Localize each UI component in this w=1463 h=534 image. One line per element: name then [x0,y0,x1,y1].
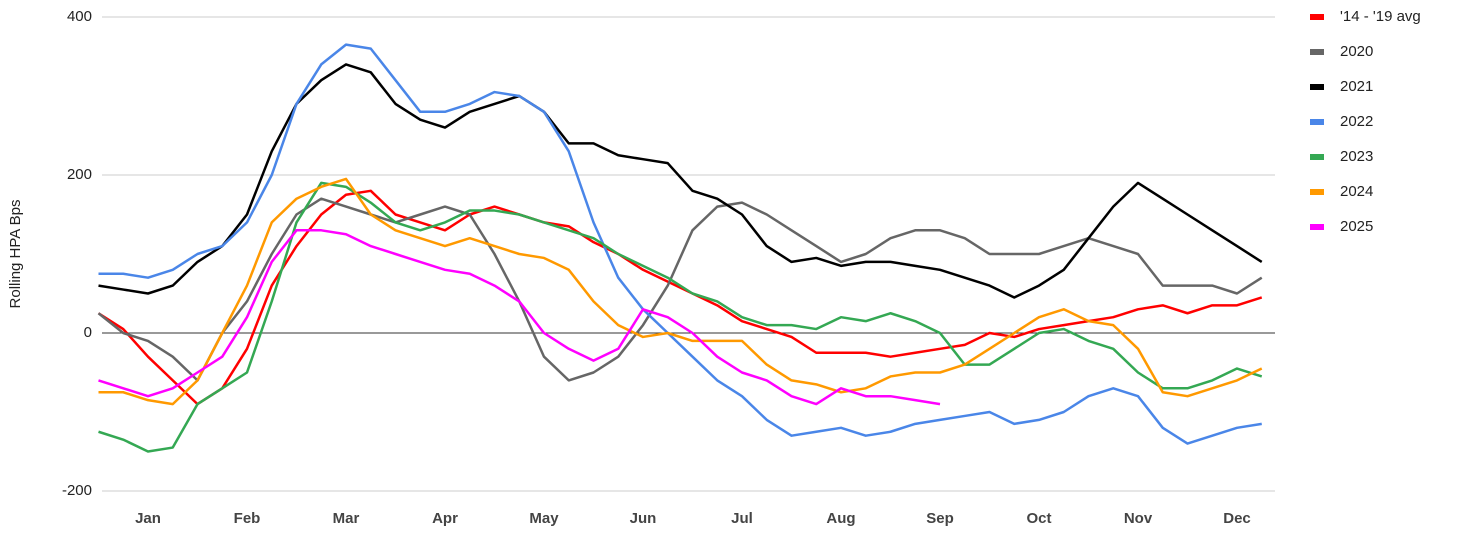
y-axis-label: Rolling HPA Bps [7,200,24,309]
y-tick-label: 200 [67,166,92,183]
x-tick-label: May [529,510,559,527]
series-line [97,197,1263,382]
legend-swatch [1310,14,1324,20]
legend-label: 2021 [1340,78,1373,95]
x-tick-label: Aug [826,510,855,527]
x-tick-label: Mar [333,510,360,527]
legend-label: 2023 [1340,148,1373,165]
series-line [98,177,1263,406]
x-tick-label: Jun [630,510,657,527]
x-tick-label: Dec [1223,510,1251,527]
series-line [98,63,1263,299]
legend-swatch [1310,189,1324,195]
x-tick-label: Nov [1124,510,1153,527]
legend-swatch [1310,49,1324,55]
series-line [98,43,1262,445]
legend-label: 2024 [1340,183,1373,200]
x-tick-label: Apr [432,510,458,527]
x-tick-label: Feb [234,510,261,527]
y-tick-label: -200 [62,482,92,499]
legend-swatch [1310,224,1324,230]
series-line [97,189,1263,406]
series-line [98,181,1263,453]
y-tick-label: 0 [84,324,92,341]
y-tick-label: 400 [67,8,92,25]
x-tick-label: Oct [1026,510,1051,527]
legend-label: 2020 [1340,43,1373,60]
legend-swatch [1310,84,1324,90]
legend-label: 2022 [1340,113,1373,130]
legend-label: '14 - '19 avg [1340,8,1421,25]
series-line [98,229,941,406]
x-tick-label: Sep [926,510,954,527]
legend-swatch [1310,119,1324,125]
x-tick-label: Jul [731,510,753,527]
x-tick-label: Jan [135,510,161,527]
legend-swatch [1310,154,1324,160]
legend-label: 2025 [1340,218,1373,235]
